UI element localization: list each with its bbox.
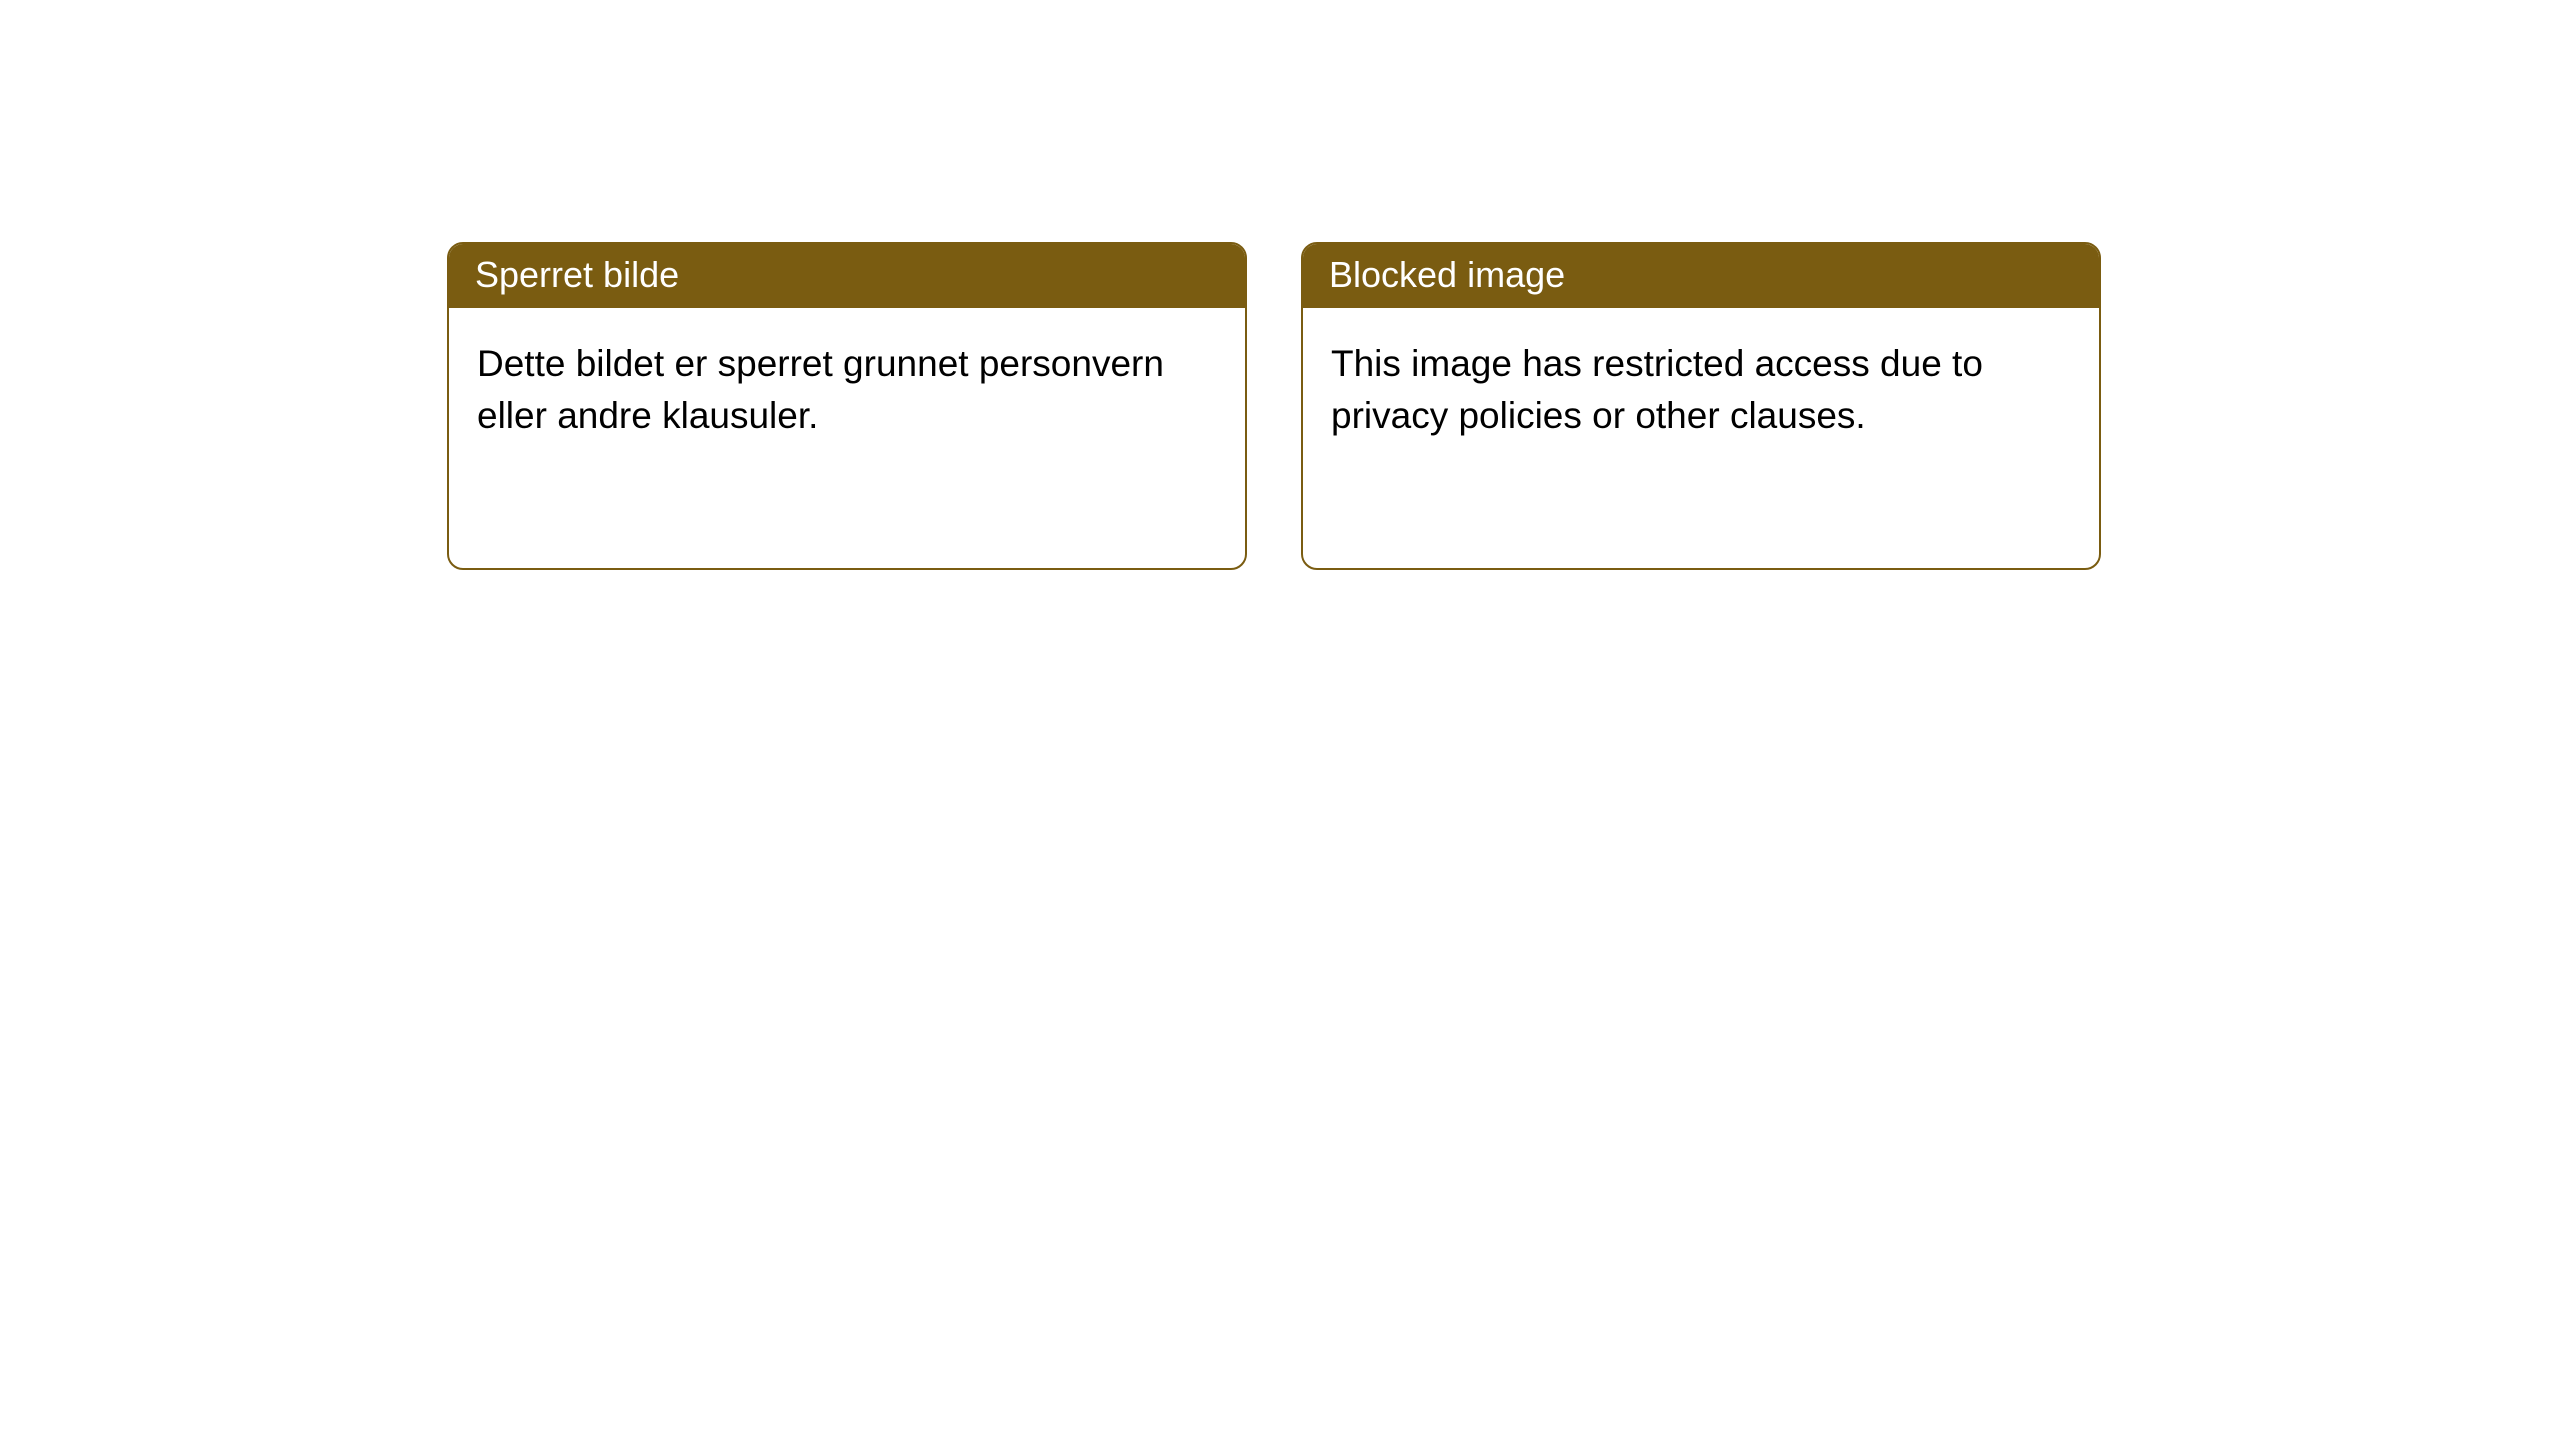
notice-card-norwegian: Sperret bilde Dette bildet er sperret gr… xyxy=(447,242,1247,570)
notice-body-english: This image has restricted access due to … xyxy=(1303,308,2099,568)
notice-card-english: Blocked image This image has restricted … xyxy=(1301,242,2101,570)
notice-header-norwegian: Sperret bilde xyxy=(449,244,1245,308)
notice-body-norwegian: Dette bildet er sperret grunnet personve… xyxy=(449,308,1245,568)
notice-container: Sperret bilde Dette bildet er sperret gr… xyxy=(0,0,2560,570)
notice-header-english: Blocked image xyxy=(1303,244,2099,308)
